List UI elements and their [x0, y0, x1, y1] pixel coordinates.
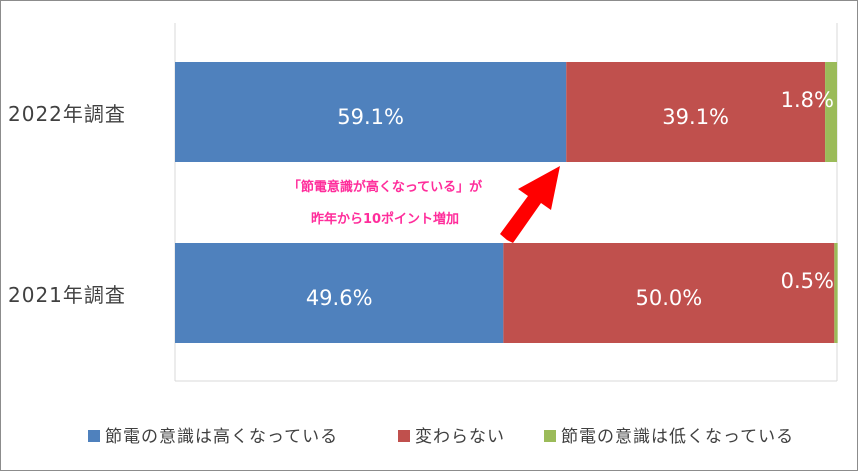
annotation-group: 「節電意識が高くなっている」が 昨年から10ポイント増加	[288, 166, 560, 243]
value-label-0-1: 39.1%	[662, 105, 729, 129]
category-label-0: 2022年調査	[8, 102, 126, 126]
bar-1-2	[834, 243, 838, 343]
bar-1-1	[503, 243, 835, 343]
legend-label-1: 変わらない	[415, 427, 505, 447]
category-labels: 2022年調査 2021年調査	[8, 102, 126, 307]
annotation-line-1: 「節電意識が高くなっている」が	[288, 179, 482, 195]
legend-swatch-1	[398, 430, 410, 442]
bars-group: 59.1% 39.1% 1.8% 49.6% 50.0% 0.5%	[175, 62, 838, 343]
category-label-1: 2021年調査	[8, 283, 126, 307]
legend-swatch-2	[544, 430, 556, 442]
bar-1-0	[175, 243, 504, 343]
legend: 節電の意識は高くなっている 変わらない 節電の意識は低くなっている	[88, 427, 794, 447]
annotation-line-2: 昨年から10ポイント増加	[311, 211, 459, 227]
value-label-1-2: 0.5%	[781, 269, 834, 293]
value-label-1-1: 50.0%	[635, 286, 702, 310]
annotation-arrow	[500, 166, 560, 243]
value-label-0-0: 59.1%	[337, 105, 404, 129]
bar-0-1	[566, 62, 826, 162]
value-label-0-2: 1.8%	[781, 88, 834, 112]
bar-0-0	[175, 62, 567, 162]
value-label-1-0: 49.6%	[306, 286, 373, 310]
legend-label-2: 節電の意識は低くなっている	[561, 427, 794, 447]
legend-label-0: 節電の意識は高くなっている	[105, 427, 338, 447]
bar-0-2	[825, 62, 837, 162]
legend-swatch-0	[88, 430, 100, 442]
